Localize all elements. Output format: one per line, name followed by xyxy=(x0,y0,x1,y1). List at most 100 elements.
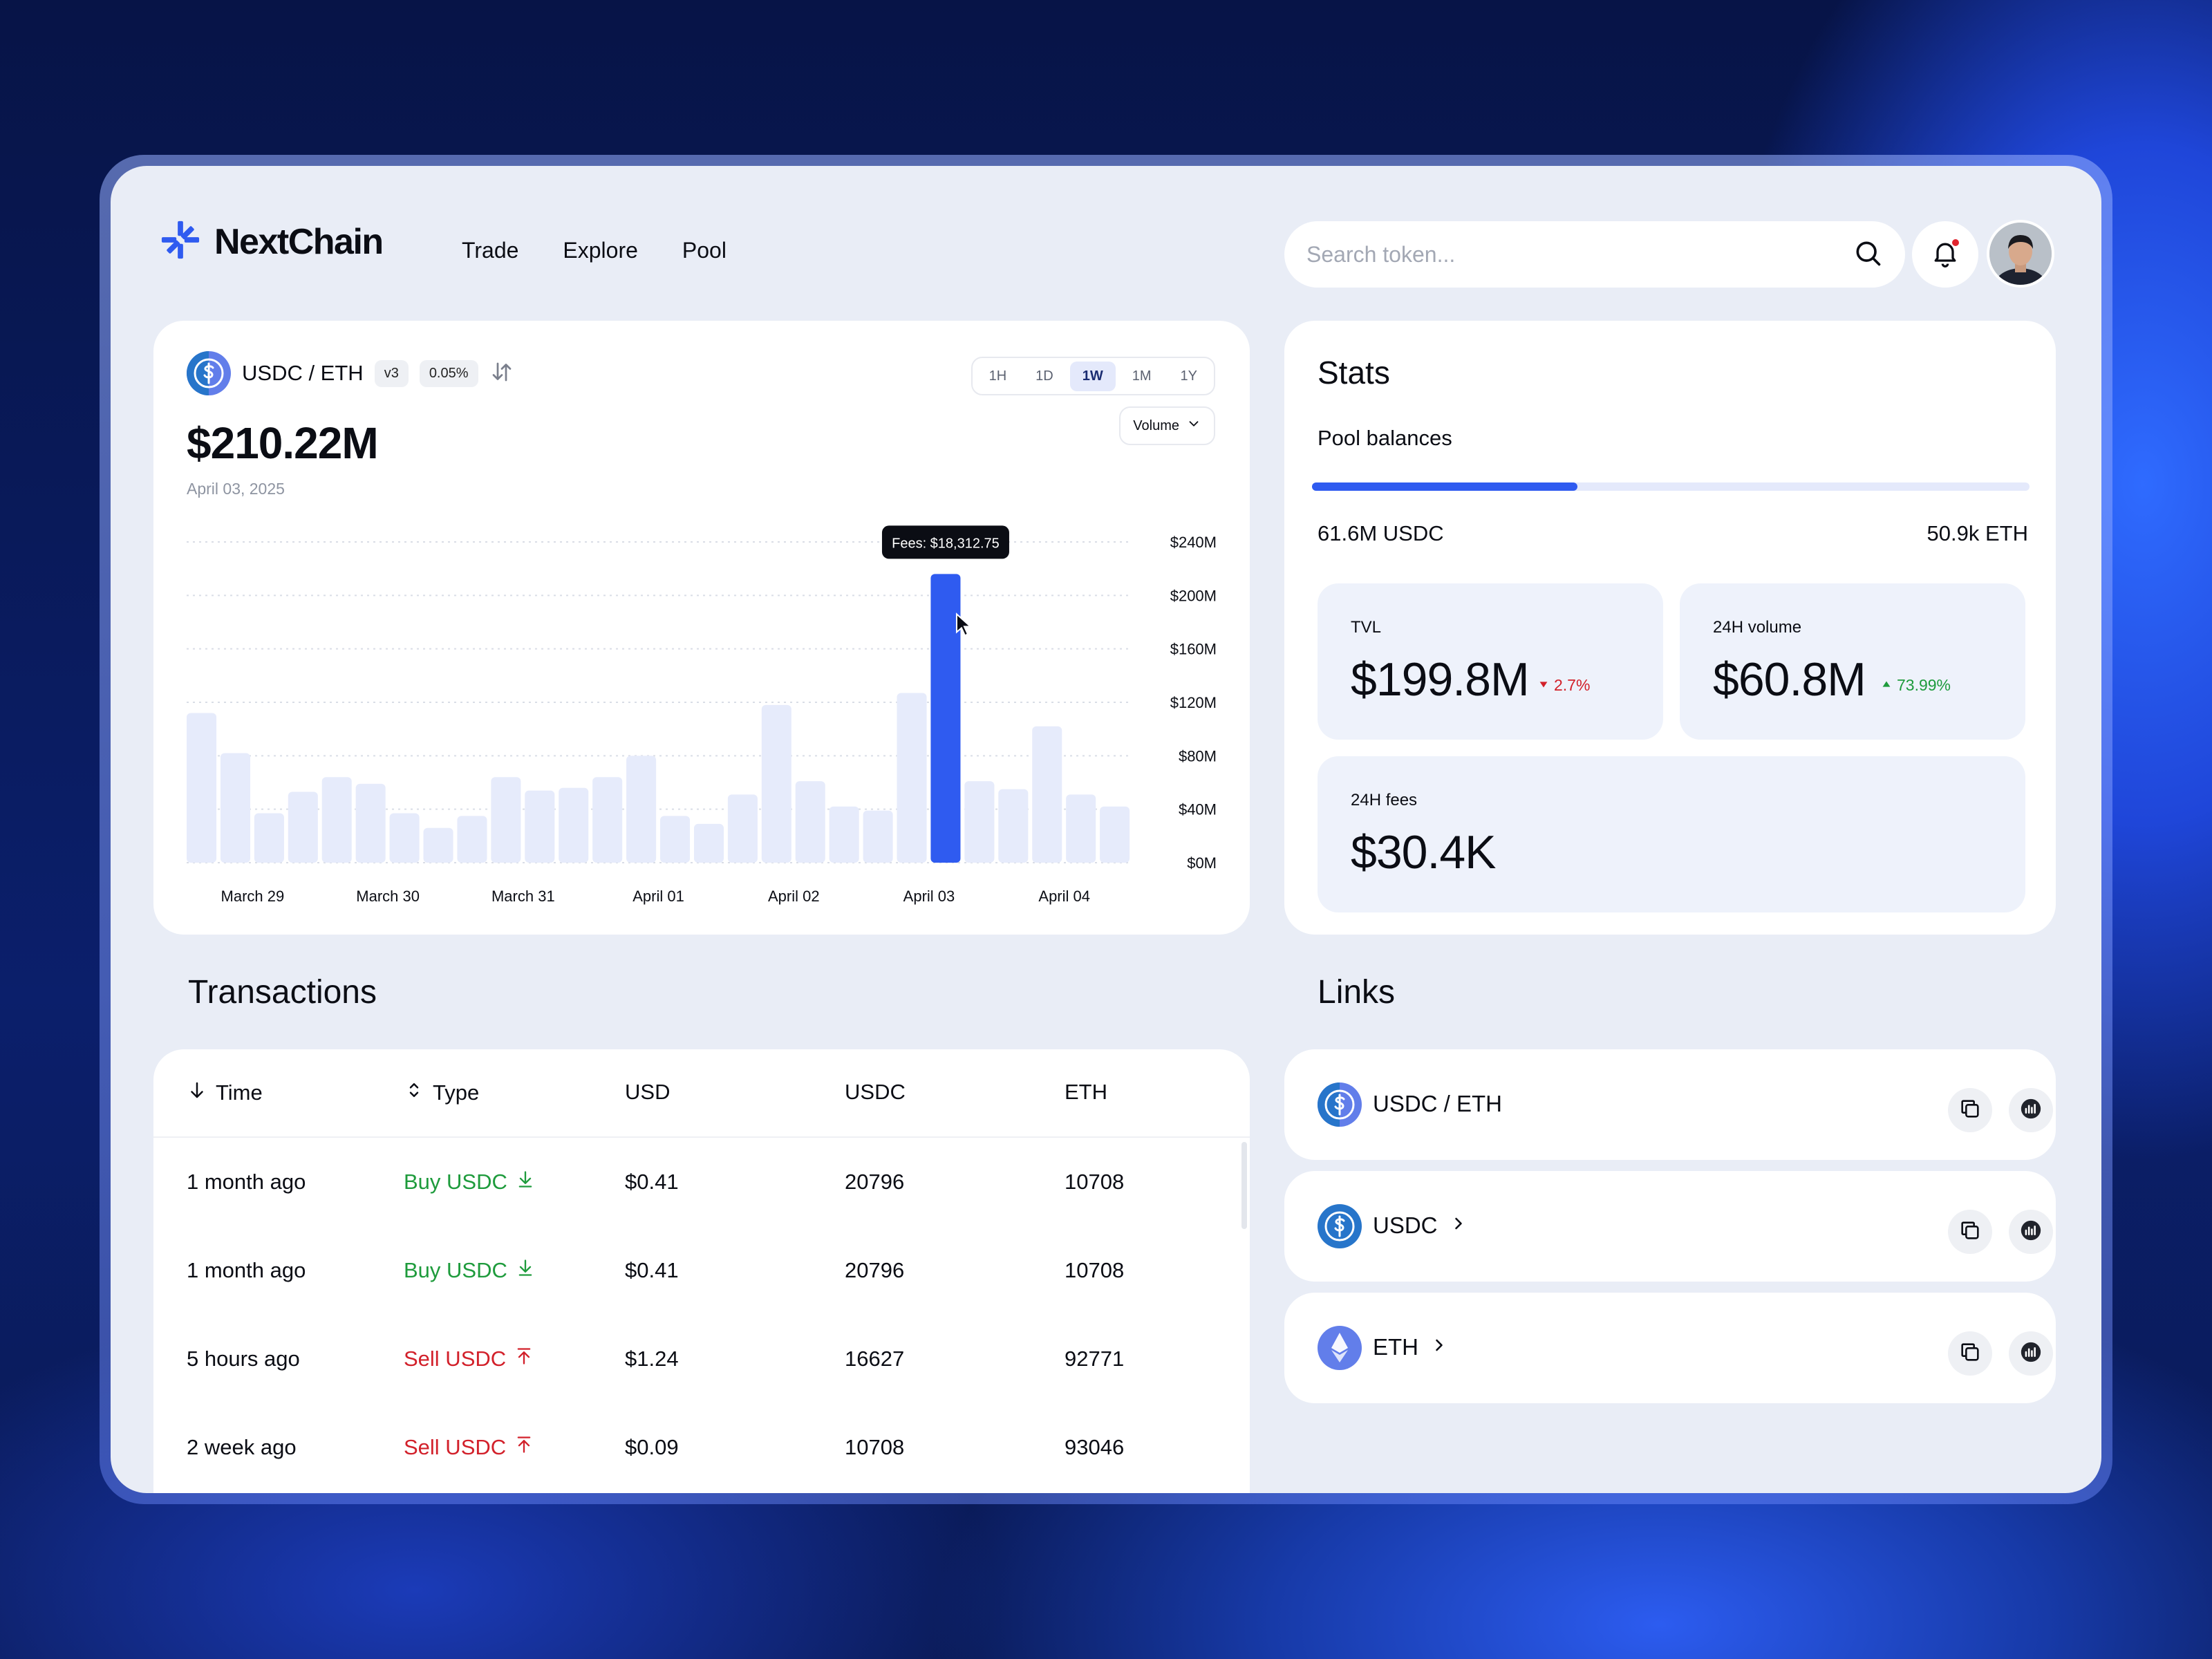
chevron-right-icon xyxy=(1449,1212,1468,1239)
app-window: NextChain Trade Explore Pool xyxy=(111,166,2101,1493)
timeframe-1d[interactable]: 1D xyxy=(1035,368,1053,384)
chart-tooltip-text: Fees: $18,312.75 xyxy=(892,536,1000,551)
link-name: USDC / ETH xyxy=(1373,1091,1502,1117)
fees-24h-value: $30.4K xyxy=(1351,826,1497,879)
tvl-value: $199.8M xyxy=(1351,653,1530,706)
col-type[interactable]: Type xyxy=(404,1080,479,1106)
timeframe-1y[interactable]: 1Y xyxy=(1180,368,1197,384)
copy-button[interactable] xyxy=(1948,1088,1992,1132)
timeframe-1h[interactable]: 1H xyxy=(988,368,1007,384)
brand-logo[interactable]: NextChain xyxy=(160,220,384,263)
link-name-label: ETH xyxy=(1373,1334,1418,1360)
x-tick-label: April 01 xyxy=(632,888,684,905)
y-tick-label: $240M xyxy=(1170,534,1217,551)
tx-usd: $0.41 xyxy=(625,1258,679,1282)
explorer-button[interactable] xyxy=(2009,1088,2053,1132)
bar xyxy=(964,781,995,863)
bar xyxy=(288,791,318,863)
metric-dropdown[interactable]: Volume xyxy=(1119,406,1215,445)
pool-balances-title: Pool balances xyxy=(1318,426,1452,450)
bar xyxy=(1066,794,1096,863)
pool-balance-eth: 50.9k ETH xyxy=(1927,521,2028,545)
nav-pool[interactable]: Pool xyxy=(682,238,727,263)
search-input[interactable] xyxy=(1306,241,1853,268)
stats-card: Stats Pool balances 61.6M USDC 50.9k ETH… xyxy=(1284,321,2056,935)
search-icon[interactable] xyxy=(1853,238,1883,272)
copy-icon xyxy=(1958,1219,1982,1246)
link-card-usdc[interactable]: USDC xyxy=(1284,1171,2056,1282)
timeframe-1m[interactable]: 1M xyxy=(1132,368,1152,384)
pair-name: USDC / ETH xyxy=(242,361,364,385)
volume-24h-change: 73.99% xyxy=(1880,676,1951,695)
x-tick-label: March 31 xyxy=(491,888,555,905)
swap-order-icon[interactable] xyxy=(489,359,514,388)
link-name: ETH xyxy=(1373,1334,1449,1360)
table-row[interactable]: 5 hours ago Sell USDC $1.24 16627 92771 xyxy=(153,1316,1250,1405)
x-tick-label: April 04 xyxy=(1038,888,1090,905)
nav-trade[interactable]: Trade xyxy=(462,238,519,263)
tx-type: Sell USDC xyxy=(404,1435,534,1460)
table-header: Time Type USD USDC ETH xyxy=(153,1049,1250,1138)
table-row[interactable]: 2 week ago Sell USDC $0.09 10708 93046 xyxy=(153,1405,1250,1493)
tx-type: Buy USDC xyxy=(404,1170,535,1194)
tx-type-label: Buy USDC xyxy=(404,1258,507,1282)
explorer-button[interactable] xyxy=(2009,1210,2053,1254)
usdc-eth-pair-icon xyxy=(1318,1082,1362,1130)
download-arrow-icon xyxy=(516,1258,535,1283)
tx-usdc: 10708 xyxy=(845,1435,905,1459)
link-name-label: USDC xyxy=(1373,1212,1438,1238)
table-row[interactable]: 1 month ago Buy USDC $0.41 20796 10708 xyxy=(153,1228,1250,1316)
tx-type-label: Sell USDC xyxy=(404,1435,507,1459)
link-card-eth[interactable]: ETH xyxy=(1284,1293,2056,1403)
col-usdc[interactable]: USDC xyxy=(845,1080,906,1104)
link-name-label: USDC / ETH xyxy=(1373,1091,1503,1116)
explorer-icon xyxy=(2019,1219,2043,1246)
copy-button[interactable] xyxy=(1948,1331,1992,1376)
col-eth[interactable]: ETH xyxy=(1065,1080,1107,1104)
pair-header: USDC / ETH v3 0.05% xyxy=(187,351,514,395)
table-scrollbar[interactable] xyxy=(1241,1142,1247,1229)
volume-bar-chart: $240M $200M $160M $120M $80M $40M $0M March 29 M… xyxy=(187,525,1217,905)
bar xyxy=(389,813,420,863)
chevron-right-icon xyxy=(1430,1334,1449,1360)
copy-icon xyxy=(1958,1097,1982,1124)
notifications-button[interactable] xyxy=(1912,221,1978,288)
bar xyxy=(187,713,217,863)
bar xyxy=(829,806,859,863)
tx-eth: 10708 xyxy=(1065,1258,1125,1282)
upload-arrow-icon xyxy=(514,1435,534,1460)
col-time[interactable]: Time xyxy=(187,1080,263,1106)
stats-title: Stats xyxy=(1318,355,1390,391)
col-usd[interactable]: USD xyxy=(625,1080,671,1104)
tx-usd: $0.41 xyxy=(625,1170,679,1194)
nav-explore[interactable]: Explore xyxy=(563,238,638,263)
bar xyxy=(1032,726,1062,863)
copy-button[interactable] xyxy=(1948,1210,1992,1254)
transactions-title: Transactions xyxy=(188,974,377,1011)
links-title: Links xyxy=(1318,974,1396,1011)
x-tick-label: March 29 xyxy=(221,888,285,905)
version-badge: v3 xyxy=(374,359,409,387)
bar xyxy=(727,794,758,863)
tx-eth: 92771 xyxy=(1065,1347,1125,1371)
pool-balance-bar xyxy=(1312,482,2030,491)
sort-icon xyxy=(404,1080,424,1106)
bar xyxy=(693,823,724,863)
bar xyxy=(491,777,521,863)
bar xyxy=(863,810,893,863)
link-card-usdc-eth[interactable]: USDC / ETH xyxy=(1284,1049,2056,1160)
user-avatar[interactable] xyxy=(1987,220,2054,288)
col-type-label: Type xyxy=(433,1080,480,1105)
timeframe-1w[interactable]: 1W xyxy=(1069,361,1116,391)
tx-usdc: 20796 xyxy=(845,1170,905,1194)
explorer-button[interactable] xyxy=(2009,1331,2053,1376)
copy-icon xyxy=(1958,1340,1982,1367)
bar xyxy=(457,816,487,863)
nextchain-logo-icon xyxy=(160,220,200,263)
tx-type: Buy USDC xyxy=(404,1258,535,1283)
volume-24h-label: 24H volume xyxy=(1713,618,1802,637)
col-time-label: Time xyxy=(216,1080,263,1105)
bar xyxy=(795,781,825,863)
table-row[interactable]: 1 month ago Buy USDC $0.41 20796 10708 xyxy=(153,1139,1250,1228)
notification-dot xyxy=(1951,238,1960,247)
